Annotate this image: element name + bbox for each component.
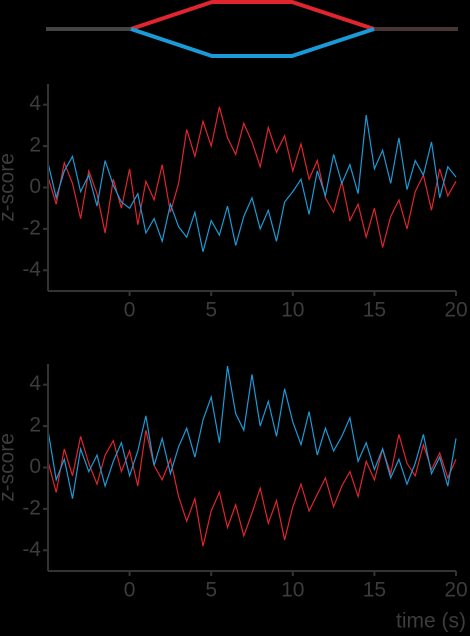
series-line — [47, 430, 457, 547]
x-tick-label: 5 — [205, 579, 217, 602]
y-axis-label: z-score — [0, 153, 19, 222]
schematic — [46, 0, 458, 58]
y-tick-label: 2 — [29, 414, 41, 437]
x-tick-label: 10 — [281, 579, 304, 602]
x-tick-label: 10 — [281, 299, 304, 322]
x-tick-label: 15 — [363, 299, 386, 322]
y-tick-label: 0 — [29, 175, 41, 198]
x-tick-label: 0 — [124, 299, 136, 322]
y-tick-label: -2 — [22, 496, 41, 519]
y-tick-label: -4 — [22, 258, 41, 281]
blue-profile — [130, 27, 375, 58]
x-tick-label: 20 — [444, 579, 467, 602]
y-axis-label: z-score — [0, 433, 19, 502]
y-tick-label: 4 — [29, 92, 41, 115]
series-line — [47, 106, 457, 248]
x-axis-label: time (s) — [396, 610, 466, 633]
series-line — [47, 365, 457, 499]
red-profile — [130, 0, 375, 31]
y-tick-label: 4 — [29, 372, 41, 395]
y-tick-label: -2 — [22, 216, 41, 239]
y-tick-label: 2 — [29, 134, 41, 157]
x-tick-label: 15 — [363, 579, 386, 602]
x-tick-label: 20 — [444, 299, 467, 322]
y-tick-label: -4 — [22, 538, 41, 561]
y-tick-label: 0 — [29, 455, 41, 478]
x-tick-label: 0 — [124, 579, 136, 602]
x-tick-label: 5 — [205, 299, 217, 322]
series-line — [47, 115, 457, 252]
